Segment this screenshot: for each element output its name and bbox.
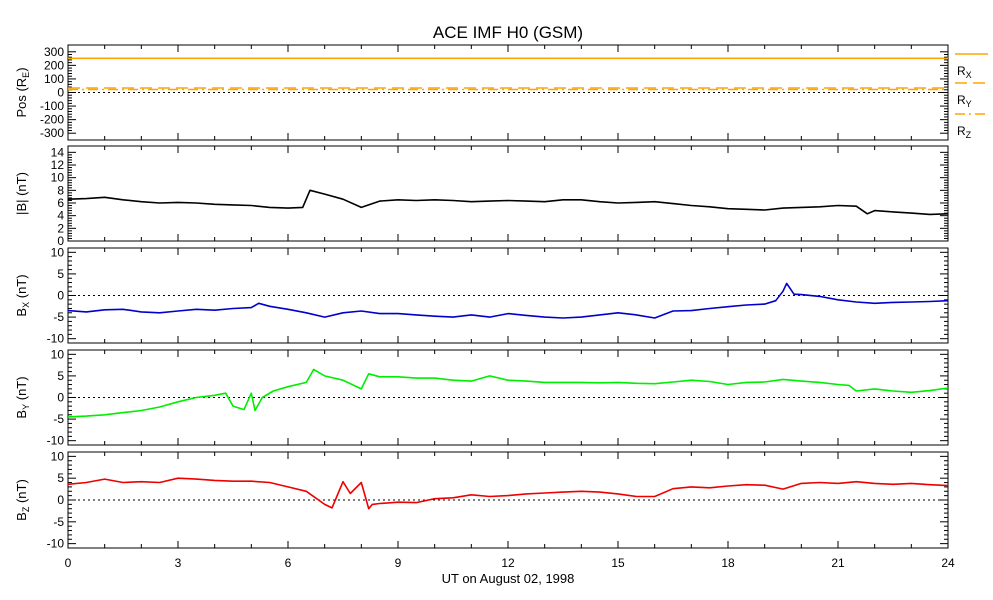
y-axis-label: BY (nT) [14,376,31,418]
y-axis-label-sub: Z [21,506,31,512]
y-tick-label: 10 [51,171,65,185]
y-tick-label: 10 [51,347,65,361]
y-axis-label: BX (nT) [14,274,31,316]
y-tick-label: 12 [51,158,65,172]
x-tick-label: 18 [721,556,735,570]
x-tick-label: 9 [395,556,402,570]
panel-bx: 10 5 0 -5 -10 BX (nT) [14,245,949,346]
x-tick-label: 15 [611,556,625,570]
x-tick-label: 24 [941,556,955,570]
y-axis-label-end: ) [14,67,29,71]
y-tick-label: 8 [57,183,64,197]
y-tick-label: 300 [44,45,64,59]
panel-bz: 10 5 0 -5 -10 BZ (nT) [14,449,949,551]
y-tick-label: 4 [57,209,64,223]
y-tick-label: 0 [57,391,64,405]
legend-label-sub: Y [966,99,972,109]
y-axis-label-sub: Y [21,404,31,410]
y-tick-label: -5 [53,412,64,426]
y-tick-label: -10 [47,332,65,346]
legend-label-sub: Z [966,130,972,140]
x-axis-title: UT on August 02, 1998 [442,571,575,586]
y-axis-label: BZ (nT) [14,479,31,521]
y-tick-label: 5 [57,471,64,485]
y-tick-label: 14 [51,145,65,159]
x-tick-label: 12 [501,556,515,570]
y-tick-label: 0 [57,86,64,100]
legend-label-main: R [957,124,966,138]
x-tick-label: 6 [285,556,292,570]
y-axis-label-main: |B| (nT) [14,172,29,215]
y-axis-label-main: B [14,512,29,521]
y-tick-label: 2 [57,221,64,235]
x-tick-label: 21 [831,556,845,570]
y-tick-label: 10 [51,245,65,259]
y-tick-label: 0 [57,289,64,303]
y-tick-label: -5 [53,515,64,529]
y-axis-label-end: (nT) [14,376,29,403]
series-line-bmag [67,189,949,216]
y-axis-label-end: (nT) [14,479,29,506]
y-tick-label: -10 [47,537,65,551]
y-axis-label-main: B [14,410,29,419]
plot-frame [67,145,949,242]
legend-label-sub: X [966,70,972,80]
y-axis-label-sub: X [21,302,31,308]
y-tick-label: 5 [57,369,64,383]
y-tick-label: 5 [57,267,64,281]
y-tick-label: -10 [47,434,65,448]
series-line-bx [67,282,949,319]
y-tick-label: 6 [57,196,64,210]
y-tick-label: -5 [53,310,64,324]
y-tick-label: 200 [44,58,64,72]
x-tick-label: 3 [175,556,182,570]
x-tick-label: 0 [65,556,72,570]
y-axis-label-main: Pos (R [14,78,29,118]
y-tick-label: -100 [40,99,64,113]
y-axis-label: Pos (RE) [14,67,31,117]
series-line-by [67,368,949,418]
chart-title: ACE IMF H0 (GSM) [433,23,583,42]
legend-label: RY [957,93,972,109]
y-axis-label-end: (nT) [14,274,29,301]
series-line-bz [67,477,949,510]
legend-label: RX [957,64,972,80]
legend-label-main: R [957,64,966,78]
y-axis-label-main: B [14,308,29,317]
legend-label: RZ [957,124,972,140]
y-axis-label-sub: E [21,72,31,78]
y-tick-label: -200 [40,113,64,127]
legend-label-main: R [957,93,966,107]
panel-by: 10 5 0 -5 -10 BY (nT) [14,347,949,448]
y-tick-label: 10 [51,449,65,463]
y-tick-label: 0 [57,234,64,248]
y-tick-label: 0 [57,493,64,507]
y-tick-label: -300 [40,126,64,140]
y-tick-label: 100 [44,72,64,86]
y-axis-label: |B| (nT) [14,172,29,215]
